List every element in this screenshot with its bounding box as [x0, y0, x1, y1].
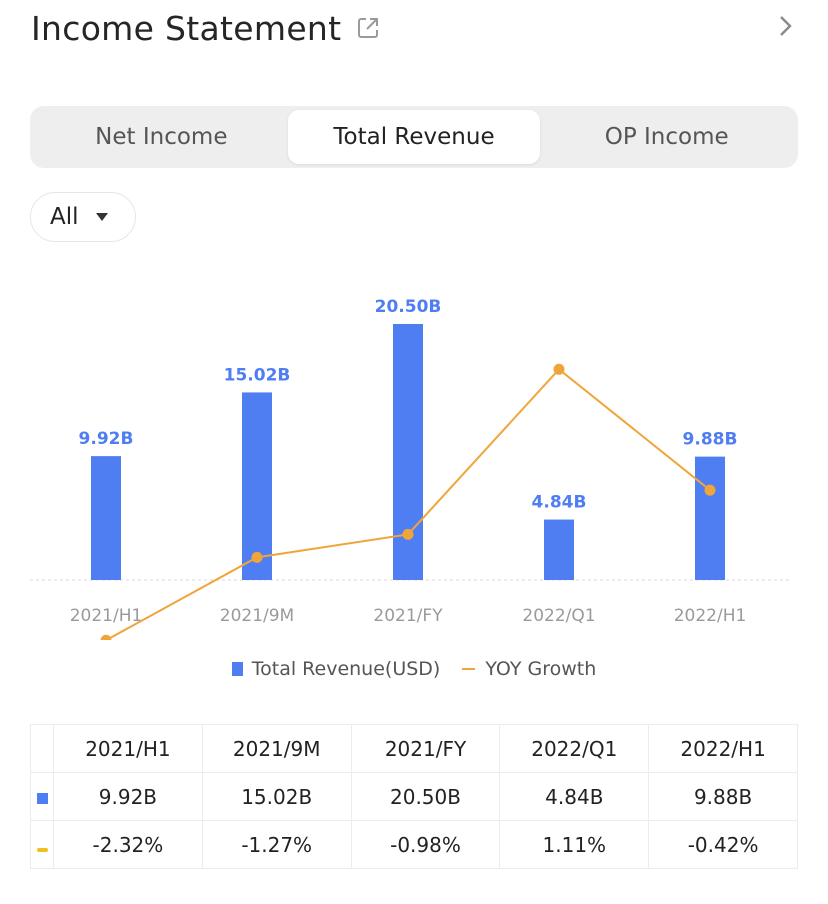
x-tick-label: 2021/H1: [70, 606, 143, 626]
table-cell: 9.88B: [648, 772, 798, 821]
table-cell: -1.27%: [201, 820, 352, 869]
revenue-marker-cell: [30, 772, 54, 821]
metric-tabs: Net Income Total Revenue OP Income: [30, 106, 798, 168]
table-cell: -0.98%: [350, 820, 501, 869]
table-cell: 4.84B: [499, 772, 650, 821]
table-header-row: 2021/H1 2021/9M 2021/FY 2022/Q1 2022/H1: [30, 724, 798, 773]
x-tick-label: 2021/9M: [220, 606, 294, 626]
caret-down-icon: [95, 213, 108, 221]
table-row: -2.32% -1.27% -0.98% 1.11% -0.42%: [30, 820, 798, 869]
header: Income Statement: [31, 6, 381, 50]
tab-net-income[interactable]: Net Income: [95, 124, 228, 150]
revenue-chart: 9.92B 2021/H1 15.02B 2021/9M 20.50B 2021/FY 4.…: [30, 297, 790, 640]
page-title: Income Statement: [31, 8, 342, 48]
revenue-bar: [695, 456, 725, 580]
bar-value-label: 9.92B: [79, 429, 134, 449]
legend-line-swatch: [462, 668, 476, 670]
x-tick-label: 2022/Q1: [522, 606, 595, 626]
table-header-cell: 2022/Q1: [499, 724, 650, 773]
yoy-dash-icon: [36, 847, 48, 852]
period-filter-value: All: [50, 204, 79, 230]
table-header-cell: 2021/H1: [53, 724, 203, 773]
table-row: 9.92B 15.02B 20.50B 4.84B 9.88B: [30, 772, 798, 821]
external-link-icon[interactable]: [355, 15, 381, 41]
yoy-point: [100, 634, 112, 640]
table-header-cell: 2022/H1: [648, 724, 798, 773]
legend-bar-swatch: [231, 662, 243, 676]
tab-op-income[interactable]: OP Income: [604, 124, 729, 150]
chevron-right-icon[interactable]: [778, 14, 794, 38]
revenue-square-icon: [36, 792, 48, 804]
revenue-bar: [544, 519, 574, 580]
yoy-point: [251, 551, 263, 563]
table-cell: 1.11%: [499, 820, 650, 869]
revenue-bar: [242, 392, 272, 580]
table-cell: -0.42%: [648, 820, 798, 869]
table-cell: 15.02B: [201, 772, 352, 821]
yoy-marker-cell: [30, 820, 54, 869]
yoy-point: [553, 363, 565, 375]
bar-value-label: 15.02B: [224, 365, 291, 385]
table-cell: 20.50B: [350, 772, 501, 821]
yoy-point: [704, 484, 716, 496]
table-header-cell: 2021/9M: [201, 724, 352, 773]
yoy-point: [402, 528, 414, 540]
table-cell: -2.32%: [53, 820, 203, 869]
data-table: 2021/H1 2021/9M 2021/FY 2022/Q1 2022/H1 …: [30, 724, 798, 869]
tab-total-revenue[interactable]: Total Revenue: [287, 110, 541, 164]
chart-legend: Total Revenue(USD) YOY Growth: [0, 658, 828, 680]
x-tick-label: 2022/H1: [674, 606, 747, 626]
period-filter-dropdown[interactable]: All: [30, 192, 136, 242]
revenue-bar: [91, 456, 121, 580]
bar-value-label: 4.84B: [532, 493, 587, 513]
bar-value-label: 20.50B: [375, 297, 442, 317]
x-tick-label: 2021/FY: [373, 606, 443, 626]
bar-value-label: 9.88B: [683, 430, 738, 450]
table-cell: 9.92B: [53, 772, 203, 821]
legend-yoy-label: YOY Growth: [485, 658, 597, 680]
table-header-cell: 2021/FY: [350, 724, 501, 773]
table-corner-cell: [30, 724, 54, 773]
legend-revenue-label: Total Revenue(USD): [251, 658, 441, 680]
revenue-bar: [393, 324, 423, 580]
